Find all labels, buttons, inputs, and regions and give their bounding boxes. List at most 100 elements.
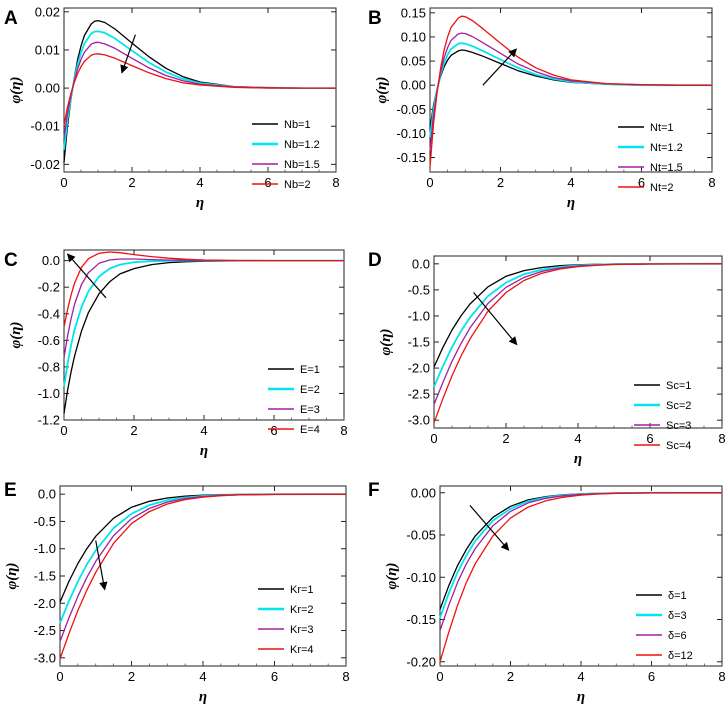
x-tick-label: 0: [60, 175, 67, 190]
legend-label: Sc=1: [666, 380, 691, 392]
x-tick-label: 4: [567, 175, 574, 190]
y-tick-label: -1.5: [408, 335, 430, 350]
panel-letter: F: [368, 480, 380, 501]
y-tick-label: -0.2: [38, 280, 60, 295]
y-tick-label: -0.6: [38, 333, 60, 348]
y-axis-title: φ(η): [384, 562, 400, 589]
series-line-3: [59, 493, 346, 642]
y-axis-title: φ(η): [4, 562, 20, 589]
y-tick-label: -0.4: [38, 306, 60, 321]
x-tick-label: 2: [128, 175, 135, 190]
legend-label: δ=6: [668, 630, 687, 642]
panel-d: D 0 2 4 6 8 -3.0 -2.5 -2.0 -1.5 -1.0 -0.5 0.0 η φ(η) Sc…: [368, 250, 726, 467]
y-tick-label: -3.0: [408, 413, 430, 428]
x-tick-label: 8: [718, 431, 725, 446]
series-line-4: [429, 15, 712, 168]
panel-c: C 0 2 4 6 8 -1.2 -1.0 -0.8 -0.6 -0.4 -0.2 0.0 η φ(η) E=…: [4, 249, 348, 459]
series-line-2: [63, 30, 336, 151]
y-tick-label: 0.0: [42, 253, 60, 268]
y-tick-label: -2.5: [34, 623, 56, 638]
legend-label: E=3: [300, 404, 320, 416]
panel-a: A 0 2 4 6 8 -0.02 -0.01 0.00 0.01 0.02 η φ(η) Nb=1 Nb=…: [4, 4, 340, 211]
y-tick-label: -2.0: [34, 596, 56, 611]
panel-letter: C: [4, 250, 18, 271]
panel-letter: E: [4, 480, 17, 501]
legend-label: Nt=1.2: [650, 142, 683, 154]
series-line-4: [439, 492, 722, 662]
x-tick-label: 4: [200, 423, 207, 438]
x-tick-label: 2: [128, 669, 135, 684]
series-line-1: [429, 49, 712, 129]
x-tick-label: 6: [270, 423, 277, 438]
series-line-2: [429, 42, 712, 138]
y-tick-label: -0.05: [396, 102, 426, 117]
x-tick-label: 2: [507, 669, 514, 684]
x-axis-title: η: [199, 689, 207, 705]
y-tick-label: -0.5: [34, 514, 56, 529]
x-tick-label: 0: [436, 669, 443, 684]
y-tick-label: -2.5: [408, 387, 430, 402]
x-tick-label: 6: [264, 175, 271, 190]
x-tick-label: 2: [502, 431, 509, 446]
legend-label: Sc=4: [666, 440, 691, 452]
legend-label: Nt=1.5: [650, 162, 683, 174]
series-line-1: [433, 263, 722, 368]
x-axis-title: η: [196, 195, 204, 211]
series-line-3: [63, 258, 344, 358]
x-tick-label: 6: [648, 669, 655, 684]
trend-arrow: [469, 505, 510, 551]
x-tick-label: 4: [199, 669, 206, 684]
legend-label: Kr=1: [290, 584, 314, 596]
y-tick-label: -1.0: [408, 308, 430, 323]
trend-arrow: [473, 292, 518, 346]
panel-letter: B: [368, 8, 382, 29]
y-tick-label: -0.01: [30, 119, 60, 134]
series-line-4: [433, 263, 723, 424]
y-tick-label: -2.0: [408, 361, 430, 376]
y-tick-label: -0.02: [30, 157, 60, 172]
y-tick-label: -0.15: [406, 612, 436, 627]
x-tick-label: 4: [577, 669, 584, 684]
panel-letter: A: [4, 8, 18, 29]
y-tick-label: 0.0: [412, 256, 430, 271]
x-tick-label: 8: [342, 669, 349, 684]
x-tick-label: 8: [718, 669, 725, 684]
legend-label: Nb=1.2: [284, 139, 320, 151]
legend-label: Sc=3: [666, 420, 691, 432]
panel-f: F 0 2 4 6 8 -0.20 -0.15 -0.10 -0.05 0.00 η φ(η) δ=1 δ=…: [368, 480, 726, 705]
y-tick-label: 0.15: [401, 5, 426, 20]
x-axis-title: η: [574, 451, 582, 467]
x-tick-label: 6: [271, 669, 278, 684]
panel-letter: D: [368, 250, 382, 271]
legend-label: Nt=2: [650, 182, 674, 194]
y-tick-label: -1.0: [34, 541, 56, 556]
legend-label: Kr=2: [290, 604, 314, 616]
y-tick-label: 0.00: [401, 78, 426, 93]
series-line-2: [433, 262, 722, 388]
x-tick-label: 0: [426, 175, 433, 190]
legend-label: δ=3: [668, 610, 687, 622]
x-tick-label: 8: [332, 175, 339, 190]
legend-label: E=2: [300, 384, 320, 396]
legend-label: δ=1: [668, 590, 687, 602]
x-tick-label: 4: [196, 175, 203, 190]
x-axis-title: η: [567, 195, 575, 211]
x-tick-label: 6: [646, 431, 653, 446]
y-tick-label: -0.5: [408, 282, 430, 297]
y-tick-label: -0.05: [406, 528, 436, 543]
y-tick-label: -0.10: [406, 570, 436, 585]
y-axis-title: φ(η): [374, 76, 390, 103]
x-tick-label: 8: [340, 423, 347, 438]
y-tick-label: 0.00: [411, 485, 436, 500]
y-tick-label: 0.01: [35, 42, 60, 57]
legend-label: Nb=2: [284, 179, 311, 191]
x-tick-label: 0: [430, 431, 437, 446]
legend-label: E=4: [300, 424, 320, 436]
x-tick-label: 2: [497, 175, 504, 190]
y-tick-label: -3.0: [34, 650, 56, 665]
trend-arrow: [120, 34, 136, 74]
y-axis-title: φ(η): [378, 328, 394, 355]
y-axis-title: φ(η): [8, 76, 24, 103]
series-line-4: [59, 493, 346, 660]
